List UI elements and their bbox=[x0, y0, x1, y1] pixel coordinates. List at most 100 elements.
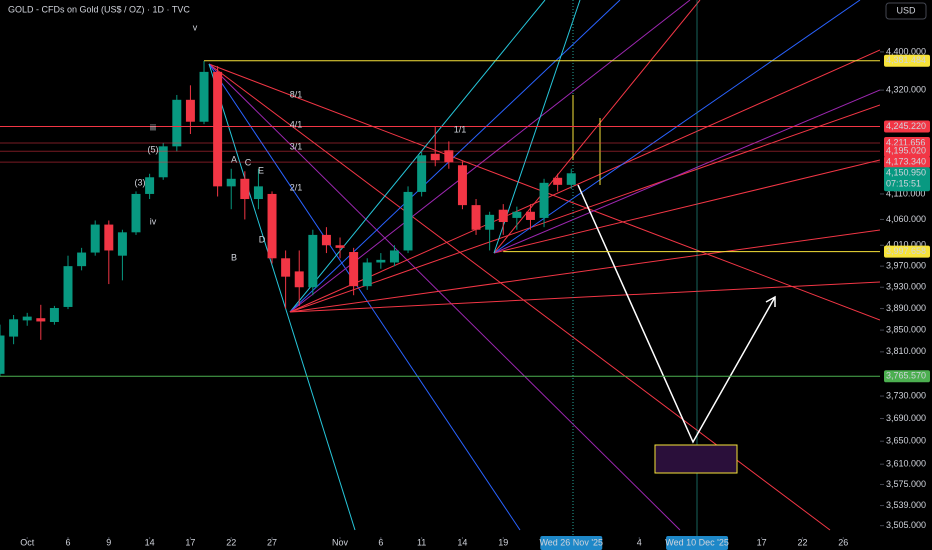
candle-body bbox=[525, 211, 535, 220]
x-tick-label: Nov bbox=[332, 537, 349, 547]
candle-body bbox=[145, 177, 155, 194]
annotation: C bbox=[245, 157, 252, 167]
candle-body bbox=[444, 150, 454, 163]
annotation: B bbox=[231, 252, 237, 262]
candle-body bbox=[539, 182, 549, 218]
candle-body bbox=[77, 252, 87, 267]
candle-body bbox=[389, 250, 399, 263]
candle-body bbox=[498, 209, 508, 223]
annotation: 3/1 bbox=[290, 141, 303, 151]
x-tick-label: 22 bbox=[797, 537, 807, 547]
candle-body bbox=[403, 191, 413, 251]
candle-body bbox=[376, 259, 386, 263]
y-tick-label: 4,010.000 bbox=[886, 240, 926, 250]
candle-body bbox=[362, 262, 372, 287]
price-badge bbox=[884, 120, 930, 133]
x-tick-label: 27 bbox=[267, 537, 277, 547]
chart-title: GOLD - CFDs on Gold (US$ / OZ) · 1D · TV… bbox=[8, 4, 190, 14]
candle-body bbox=[253, 186, 263, 200]
date-badge-label: Wed 10 Dec '25 bbox=[665, 537, 729, 547]
candle-body bbox=[22, 316, 32, 321]
price-badge-label: 4,381.484 bbox=[886, 55, 926, 65]
x-tick-label: 9 bbox=[106, 537, 111, 547]
x-tick-label: 14 bbox=[145, 537, 155, 547]
annotation: (3) bbox=[135, 177, 146, 187]
candle-body bbox=[417, 155, 427, 192]
annotation: iv bbox=[150, 216, 157, 226]
date-badge bbox=[540, 536, 603, 550]
price-badge-label: 3,997.658 bbox=[886, 246, 926, 256]
currency[interactable]: USD bbox=[896, 5, 916, 15]
last-price-badge bbox=[884, 167, 930, 192]
price-badge-label: 4,195.020 bbox=[886, 146, 926, 156]
y-tick-label: 3,930.000 bbox=[886, 282, 926, 292]
y-tick-label: 3,850.000 bbox=[886, 324, 926, 334]
y-tick-label: 3,575.000 bbox=[886, 479, 926, 489]
y-tick-label: 4,320.000 bbox=[886, 85, 926, 95]
candle-body bbox=[117, 232, 127, 256]
annotation: iii bbox=[150, 122, 156, 132]
candle-body bbox=[131, 193, 141, 233]
candle-body bbox=[213, 71, 223, 187]
price-badge-label: 4,173.340 bbox=[886, 156, 926, 166]
date-badge bbox=[666, 536, 729, 550]
annotation: 2/1 bbox=[290, 182, 303, 192]
price-badge bbox=[884, 245, 930, 258]
candle-body bbox=[172, 99, 182, 147]
price-badge-label: 3,765.570 bbox=[886, 371, 926, 381]
x-tick-label: 26 bbox=[838, 537, 848, 547]
annotation: D bbox=[259, 234, 266, 244]
annotation: v bbox=[193, 22, 198, 32]
last-price: 4,150.950 bbox=[886, 168, 926, 178]
candle-body bbox=[308, 234, 318, 288]
annotation: A bbox=[231, 154, 237, 164]
candle-body bbox=[199, 71, 209, 122]
y-tick-label: 4,110.000 bbox=[886, 188, 925, 198]
candle-body bbox=[321, 234, 331, 246]
x-tick-label: 6 bbox=[378, 537, 383, 547]
candle-body bbox=[553, 177, 563, 185]
currency-box[interactable] bbox=[885, 2, 927, 20]
price-axis bbox=[880, 0, 932, 550]
date-badge-label: Wed 26 Nov '25 bbox=[539, 537, 603, 547]
x-tick-label: 17 bbox=[185, 537, 195, 547]
candle-body bbox=[471, 205, 481, 230]
drawings bbox=[208, 0, 880, 537]
annotation: (5) bbox=[148, 144, 159, 154]
candle-body bbox=[349, 252, 359, 287]
x-tick-label: 11 bbox=[417, 537, 426, 547]
y-tick-label: 3,970.000 bbox=[886, 261, 926, 271]
y-tick-label: 3,539.000 bbox=[886, 500, 926, 510]
candle-body bbox=[430, 153, 440, 161]
candle-body bbox=[457, 165, 467, 206]
annotation: 8/1 bbox=[290, 89, 303, 99]
candle-body bbox=[485, 214, 495, 230]
candle-body bbox=[566, 173, 576, 185]
candle-body bbox=[240, 178, 250, 200]
candle-body bbox=[185, 99, 195, 122]
x-tick-label: 14 bbox=[457, 537, 467, 547]
x-tick-label: 19 bbox=[498, 537, 508, 547]
candle-body bbox=[294, 271, 304, 288]
price-badge-label: 4,245.220 bbox=[886, 121, 926, 131]
countdown: 07:15:51 bbox=[886, 179, 921, 189]
annotation: E bbox=[258, 165, 264, 175]
x-tick-label: 4 bbox=[637, 537, 642, 547]
price-badge bbox=[884, 370, 930, 383]
price-badge bbox=[884, 54, 930, 67]
candle-body bbox=[512, 211, 522, 218]
y-tick-label: 3,650.000 bbox=[886, 436, 926, 446]
y-tick-label: 3,730.000 bbox=[886, 390, 926, 400]
y-tick-label: 4,060.000 bbox=[886, 214, 926, 224]
x-tick-label: 17 bbox=[757, 537, 767, 547]
price-badge bbox=[884, 145, 930, 158]
candle-body bbox=[267, 193, 277, 259]
x-tick-label: 6 bbox=[65, 537, 70, 547]
y-tick-label: 3,810.000 bbox=[886, 346, 926, 356]
x-tick-label: 22 bbox=[226, 537, 236, 547]
candle-body bbox=[9, 319, 19, 337]
annotation: 4/1 bbox=[290, 119, 303, 129]
candle-body bbox=[104, 224, 114, 251]
plot bbox=[0, 60, 880, 377]
